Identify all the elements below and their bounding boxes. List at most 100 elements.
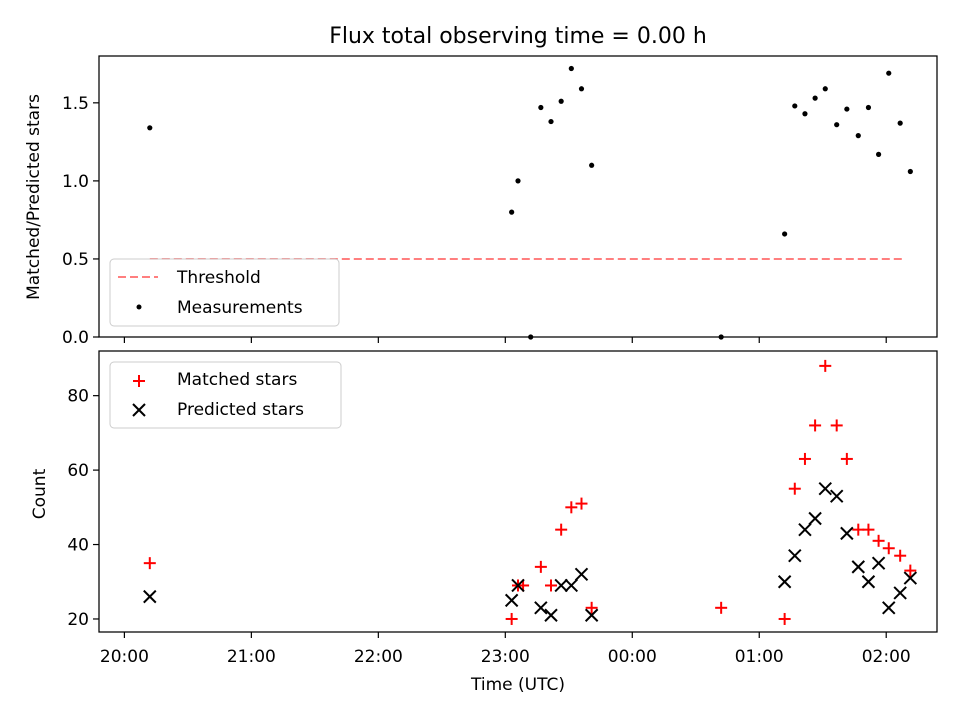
matched-star-point xyxy=(809,419,822,432)
matched-star-point xyxy=(505,612,518,625)
top-panel: 0.0 0.5 1.0 1.5 Matched/Predicted stars Thr… xyxy=(24,55,938,348)
predicted-star-point xyxy=(534,601,548,615)
matched-star-point xyxy=(830,419,843,432)
predicted-star-point xyxy=(511,578,525,593)
bottom-y-tick-label: 80 xyxy=(67,387,89,407)
top-legend: Threshold Measurements xyxy=(109,258,340,327)
measurement-point xyxy=(147,125,153,131)
measurement-point xyxy=(548,118,554,125)
measurement-point xyxy=(802,111,808,117)
threshold-legend-label: Threshold xyxy=(176,268,261,288)
predicted-star-point xyxy=(574,567,589,582)
top-y-tick-label: 0.5 xyxy=(62,250,89,270)
bottom-panel: 20 40 60 80 20:00 21:00 22:00 23:00 00:00 01:00 0… xyxy=(30,350,938,695)
measurement-point xyxy=(509,209,515,215)
measurement-point xyxy=(812,95,818,101)
measurement-point xyxy=(907,168,913,175)
bottom-axes-frame xyxy=(98,350,938,633)
top-legend-box xyxy=(109,258,340,327)
measurement-point xyxy=(538,104,544,111)
matched-legend-label: Matched stars xyxy=(177,370,297,390)
measurement-point xyxy=(822,86,828,92)
matched-star-point xyxy=(565,501,578,514)
bottom-plot-area xyxy=(143,359,918,625)
bottom-x-tick-label: 21:00 xyxy=(227,647,276,667)
measurements-legend-marker xyxy=(136,304,142,310)
bottom-legend: Matched stars Predicted stars xyxy=(109,361,342,429)
matched-star-point xyxy=(894,549,907,562)
measurement-point xyxy=(897,120,903,126)
predicted-star-point xyxy=(829,489,844,503)
top-y-tick-label: 0.0 xyxy=(62,328,89,348)
bottom-y-axis-label: Count xyxy=(30,468,50,519)
top-x-axis-ticks xyxy=(123,337,887,343)
bottom-y-tick-label: 20 xyxy=(67,610,89,630)
predicted-star-point xyxy=(840,526,854,541)
measurement-point xyxy=(834,122,840,128)
top-y-axis: 0.0 0.5 1.0 1.5 xyxy=(62,94,99,348)
predicted-star-point xyxy=(851,560,865,574)
matched-star-point xyxy=(840,452,853,465)
measurement-point xyxy=(844,106,850,112)
matched-star-point xyxy=(788,482,801,495)
predicted-legend-marker xyxy=(132,403,146,417)
bottom-y-tick-label: 60 xyxy=(67,461,89,481)
matched-star-point xyxy=(575,497,588,510)
measurement-point xyxy=(515,178,521,184)
measurement-point xyxy=(558,98,564,104)
matched-star-point xyxy=(545,579,558,592)
measurement-point xyxy=(578,86,585,92)
predicted-star-point xyxy=(903,571,918,585)
matched-star-point xyxy=(798,452,811,465)
bottom-y-axis: 20 40 60 80 xyxy=(67,387,99,630)
predicted-star-point xyxy=(788,548,802,563)
predicted-star-point xyxy=(504,593,519,608)
measurement-point xyxy=(855,133,861,139)
bottom-x-tick-label: 01:00 xyxy=(735,647,784,667)
predicted-star-point xyxy=(798,522,812,537)
matched-star-point xyxy=(852,523,865,536)
measurements-legend-label: Measurements xyxy=(177,298,303,318)
top-axes-frame xyxy=(98,55,938,338)
matched-star-point xyxy=(143,557,156,570)
top-y-tick-label: 1.5 xyxy=(62,94,89,114)
predicted-star-point xyxy=(861,575,876,589)
measurement-point xyxy=(782,231,788,237)
predicted-star-point xyxy=(584,608,599,622)
matched-star-point xyxy=(882,542,895,555)
predicted-star-point xyxy=(564,578,579,593)
predicted-star-point xyxy=(554,578,568,593)
bottom-x-tick-label: 20:00 xyxy=(100,647,149,667)
matched-star-point xyxy=(585,601,598,614)
bottom-x-tick-label: 22:00 xyxy=(354,647,403,667)
measurement-point xyxy=(792,103,798,109)
measurement-point xyxy=(886,70,892,76)
bottom-x-axis: 20:00 21:00 22:00 23:00 00:00 01:00 02:00 xyxy=(100,632,911,667)
predicted-star-point xyxy=(882,601,896,615)
predicted-star-point xyxy=(143,589,157,604)
predicted-star-point xyxy=(777,575,792,589)
predicted-legend-label: Predicted stars xyxy=(177,400,304,420)
bottom-legend-box xyxy=(109,361,342,429)
predicted-star-point xyxy=(818,482,832,496)
matched-star-point xyxy=(534,560,547,573)
bottom-y-tick-label: 40 xyxy=(67,536,89,556)
top-y-axis-label: Matched/Predicted stars xyxy=(24,94,44,300)
matched-star-point xyxy=(715,601,728,614)
matched-star-point xyxy=(555,523,568,536)
matched-star-point xyxy=(819,359,832,372)
chart-title: Flux total observing time = 0.00 h xyxy=(329,24,707,49)
predicted-star-point xyxy=(544,608,558,622)
matched-star-point xyxy=(778,612,791,625)
measurement-point xyxy=(589,162,595,168)
bottom-x-tick-label: 00:00 xyxy=(608,647,657,667)
matched-star-point xyxy=(862,523,875,536)
bottom-x-tick-label: 23:00 xyxy=(481,647,530,667)
predicted-star-point xyxy=(893,586,907,600)
bottom-x-axis-label: Time (UTC) xyxy=(470,675,565,695)
matched-star-point xyxy=(904,564,917,577)
predicted-star-point xyxy=(871,556,886,570)
measurement-point xyxy=(875,151,882,157)
